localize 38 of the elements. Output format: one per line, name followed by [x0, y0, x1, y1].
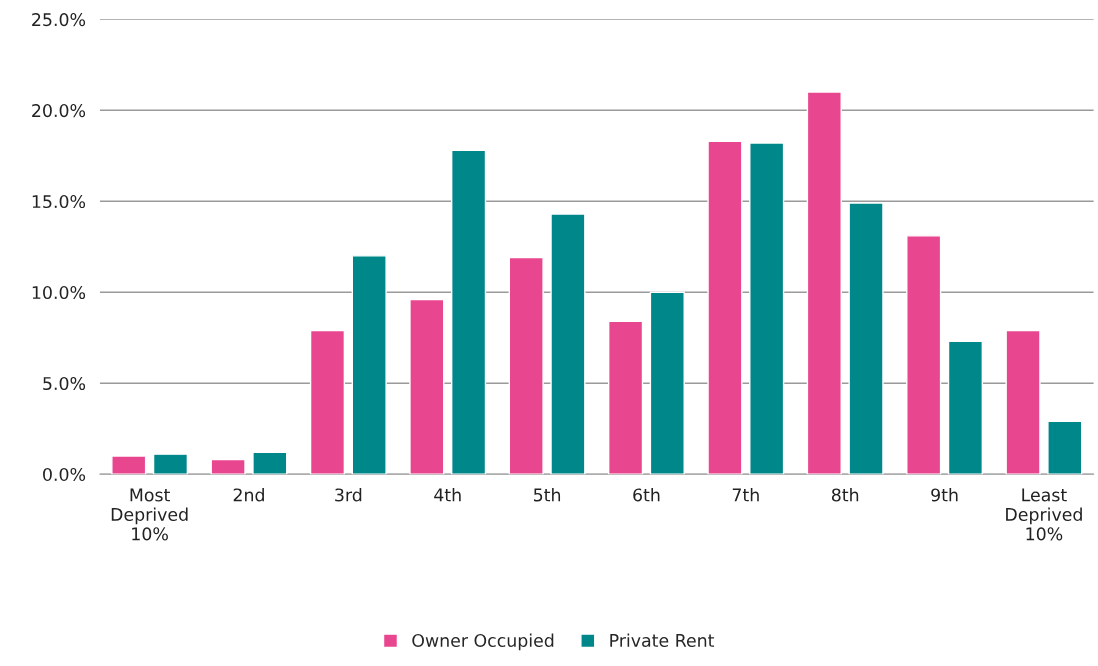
bar: [450, 149, 487, 475]
legend-label: Private Rent: [610, 633, 715, 648]
bar: [806, 91, 842, 475]
bar: [707, 140, 743, 475]
x-tick-label: Least Deprived 10%: [1006, 488, 1082, 541]
bar: [508, 256, 544, 475]
x-tick-label: 3rd: [335, 488, 362, 502]
bar: [906, 235, 942, 475]
bar: [111, 455, 147, 475]
bar: [210, 458, 246, 475]
bar: [607, 320, 644, 475]
y-tick-label: 0.0%: [43, 467, 86, 482]
x-tick-label: 9th: [931, 488, 958, 502]
x-tick-label: 2nd: [233, 488, 264, 502]
x-tick-label: 6th: [633, 488, 660, 502]
bar: [152, 453, 189, 475]
y-tick-label: 15.0%: [32, 194, 86, 209]
x-tick-label: Most Deprived 10%: [111, 488, 188, 541]
bar: [848, 202, 884, 475]
bar: [649, 291, 685, 475]
x-tick-label: 7th: [732, 488, 759, 502]
bar: [1005, 329, 1041, 475]
bar: [252, 451, 288, 475]
bar: [409, 298, 445, 475]
y-tick-label: 20.0%: [32, 104, 86, 118]
legend-label: Owner Occupied: [412, 633, 554, 651]
bar: [947, 340, 984, 475]
x-tick-label: 8th: [831, 488, 859, 502]
bar: [1047, 420, 1083, 475]
y-tick-label: 10.0%: [32, 285, 86, 300]
bar: [351, 255, 387, 475]
y-tick-label: 25.0%: [32, 13, 86, 27]
bar: [749, 142, 785, 475]
x-tick-label: 4th: [434, 488, 461, 502]
bar: [309, 329, 346, 475]
x-tick-label: 5th: [533, 488, 561, 502]
y-tick-label: 5.0%: [43, 376, 86, 391]
bar: [550, 213, 586, 475]
